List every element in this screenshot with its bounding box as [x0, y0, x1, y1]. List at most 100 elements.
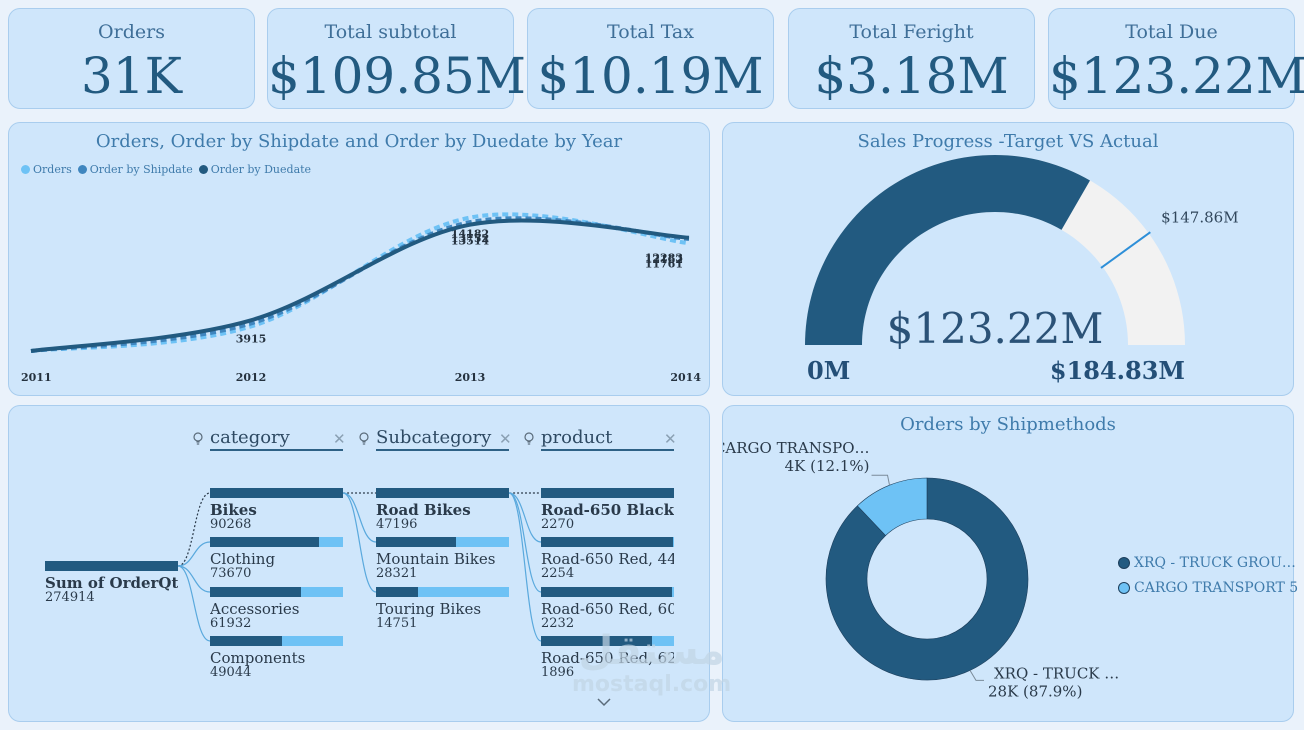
gauge-panel[interactable]: Sales Progress -Target VS Actual $147.86… — [722, 122, 1294, 396]
donut-slice-1 — [856, 477, 928, 536]
data-label: 12162 — [645, 253, 683, 266]
tree-node-bar — [376, 488, 509, 498]
tree-node[interactable]: Road-650 Black,…2270 — [541, 488, 674, 531]
tree-node[interactable]: Accessories 61932 — [210, 587, 343, 630]
kpi-card-tax[interactable]: Total Tax $10.19M — [527, 8, 774, 109]
tree-node-bar-fill — [541, 537, 674, 547]
tree-node[interactable]: Touring Bikes 14751 — [376, 587, 509, 630]
tree-node-value: 90268 — [210, 517, 252, 532]
kpi-card-total-due[interactable]: Total Due $123.22M — [1048, 8, 1304, 109]
donut-legend-item[interactable]: CARGO TRANSPORT 5 — [1118, 580, 1298, 596]
data-label: 13514 — [451, 235, 490, 248]
legend-label: CARGO TRANSPORT 5 — [1134, 580, 1299, 596]
legend-item[interactable]: Orders — [21, 163, 72, 176]
tree-node[interactable]: Road-650 Red, 60 2232 — [541, 587, 674, 630]
tree-node-name: Bikes — [210, 501, 257, 519]
legend-item[interactable]: Order by Shipdate — [77, 163, 193, 176]
data-label: 3915 — [236, 332, 267, 345]
tree-node-name: Components — [210, 649, 306, 667]
tree-node-bar — [376, 587, 509, 597]
kpi-value: $123.22M — [1049, 47, 1304, 105]
tree-connector — [177, 492, 211, 567]
donut-legend-item[interactable]: XRQ - TRUCK GROU… — [1118, 555, 1296, 571]
tree-connector — [508, 492, 542, 642]
tree-node[interactable]: Road-650 Red, 44 2254 — [541, 537, 674, 580]
tree-node-value: 2232 — [541, 616, 575, 631]
tree-node-bar — [210, 537, 343, 547]
gauge-value-label: $123.22M — [887, 304, 1104, 353]
lightbulb-icon[interactable] — [359, 432, 369, 446]
tree-node-bar — [45, 561, 178, 571]
line-chart-panel[interactable]: Orders, Order by Shipdate and Order by D… — [8, 122, 710, 396]
tree-node-bar-fill — [376, 587, 418, 597]
tree-node-name: Mountain Bikes — [376, 550, 496, 568]
gauge-target-marker — [1100, 231, 1151, 269]
line-chart: 3915 14182 11761 13752 12162 13514 12283 2011 20… — [21, 212, 701, 384]
kpi-card-freight[interactable]: Total Feright $3.18M — [788, 8, 1035, 109]
tree-connector — [508, 492, 542, 543]
tree-node-bar-fill — [210, 587, 302, 597]
lightbulb-icon[interactable] — [193, 432, 203, 446]
tree-node[interactable]: Components 49044 — [210, 636, 343, 679]
donut-panel[interactable]: Orders by Shipmethods XRQ - TRUCK … 28K (… — [722, 405, 1294, 722]
tree-node-value: 2254 — [541, 566, 575, 581]
tree-node-bar — [541, 636, 674, 646]
gauge-fill — [805, 155, 1090, 345]
kpi-card-orders[interactable]: Orders 31K — [8, 8, 255, 109]
x-tick-label: 2011 — [21, 371, 52, 384]
data-label: 11761 — [645, 257, 683, 270]
legend-label: Order by Shipdate — [89, 163, 193, 176]
tree-node-value: 14751 — [376, 616, 418, 631]
kpi-title: Total Feright — [849, 21, 974, 43]
tree-node-bar-fill — [541, 587, 672, 597]
tree-node-value: 47196 — [376, 517, 418, 532]
tree-node-bar-fill — [210, 488, 343, 498]
level-header-product[interactable]: product ✕ — [541, 427, 677, 451]
tree-node-name: Road Bikes — [376, 501, 471, 519]
gauge-title: Sales Progress -Target VS Actual — [857, 131, 1159, 152]
legend-dot-icon — [21, 165, 30, 174]
tree-connector — [342, 492, 377, 593]
kpi-value: 31K — [81, 47, 182, 105]
close-icon[interactable]: ✕ — [664, 430, 677, 448]
tree-node[interactable]: Mountain Bikes 28321 — [376, 537, 509, 580]
tree-root-node[interactable]: Sum of OrderQty 274914 — [45, 561, 178, 604]
close-icon[interactable]: ✕ — [333, 430, 346, 448]
tree-node[interactable]: Bikes 90268 — [210, 488, 343, 531]
legend-dot-icon — [198, 165, 208, 174]
legend-dot-icon — [1118, 557, 1130, 569]
tree-node-value: 49044 — [210, 665, 252, 680]
x-tick-label: 2014 — [670, 371, 701, 384]
x-tick-label: 2012 — [236, 371, 267, 384]
tree-node[interactable]: Clothing 73670 — [210, 537, 343, 580]
level-header-category[interactable]: category ✕ — [210, 427, 346, 451]
kpi-value: $10.19M — [537, 47, 764, 105]
tree-node-name: Road-650 Black,… — [541, 501, 674, 519]
data-label: 14182 — [451, 228, 489, 241]
tree-node[interactable]: Road Bikes 47196 — [376, 488, 509, 531]
level-header-subcategory[interactable]: Subcategory ✕ — [376, 427, 512, 451]
tree-node-value: 61932 — [210, 616, 252, 631]
tree-node-bar-fill — [541, 636, 653, 646]
legend-dot-icon — [1118, 582, 1130, 594]
close-icon[interactable]: ✕ — [499, 430, 512, 448]
tree-node-name: Clothing — [210, 550, 276, 568]
x-tick-label: 2013 — [455, 371, 486, 384]
callout-line — [969, 670, 985, 681]
kpi-value: $109.85M — [268, 47, 526, 105]
tree-node-value: 73670 — [210, 566, 252, 581]
chevron-down-icon[interactable] — [597, 698, 611, 707]
tree-node[interactable]: Road-650 Red, 62 1896 — [541, 636, 674, 679]
tree-node-value: 2270 — [541, 517, 575, 532]
tree-node-value: 28321 — [376, 566, 418, 581]
level-header-label: Subcategory — [376, 427, 509, 451]
lightbulb-icon[interactable] — [524, 432, 534, 446]
line-chart-legend: Orders Order by Shipdate Order by Duedat… — [21, 163, 311, 176]
legend-item[interactable]: Order by Duedate — [198, 163, 311, 176]
kpi-card-subtotal[interactable]: Total subtotal $109.85M — [267, 8, 526, 109]
series-line-2 — [30, 218, 690, 354]
gauge-max-label: $184.83M — [1050, 356, 1185, 385]
donut-slice-0 — [825, 477, 1029, 681]
decomposition-tree-panel[interactable]: category ✕ Subcategory ✕ product ✕ Sum o… — [8, 405, 710, 722]
series-line-1 — [30, 216, 690, 354]
